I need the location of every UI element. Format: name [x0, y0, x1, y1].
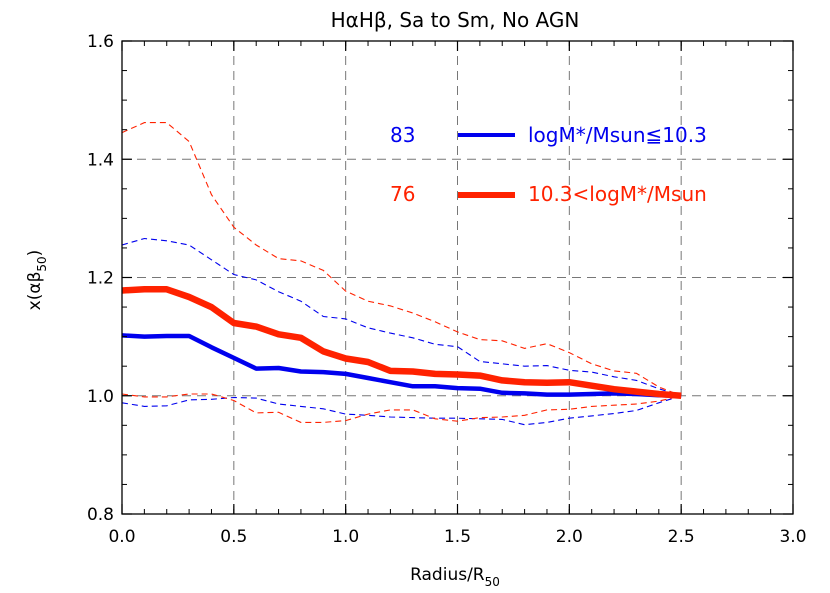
y-tick-label: 1.4	[87, 150, 114, 170]
series-low-mass-lower-line	[121, 395, 682, 426]
x-axis-label-main: Radius/R	[410, 565, 485, 585]
series-high-mass	[121, 122, 682, 423]
y-tick-label: 1.2	[87, 269, 114, 289]
legend-entry-high-mass: 76 10.3<logM*/Msun	[390, 182, 707, 206]
series-low-mass	[121, 237, 682, 426]
legend-entry-low-mass: 83 logM*/Msun≦10.3	[390, 123, 707, 147]
chart-title: HαHβ, Sa to Sm, No AGN	[331, 8, 580, 32]
series-low-mass-upper-line	[121, 237, 682, 397]
y-tick-label: 0.8	[87, 505, 114, 525]
legend-count-low-mass: 83	[390, 123, 415, 147]
x-tick-label: 2.5	[668, 527, 695, 547]
y-axis-label-main: x(αβ	[25, 272, 45, 311]
x-tick-label: 0.0	[108, 527, 135, 547]
x-tick-label: 2.0	[556, 527, 583, 547]
y-axis-label-close: )	[25, 250, 45, 257]
x-tick-label: 3.0	[779, 527, 806, 547]
series-high-mass-median-line	[121, 286, 682, 400]
grid	[122, 41, 793, 514]
x-tick-label: 0.5	[220, 527, 247, 547]
series-high-mass-lower-line	[121, 393, 682, 423]
y-tick-label: 1.6	[87, 32, 114, 52]
y-tick-label: 1.0	[87, 387, 114, 407]
series-low-mass-median-line	[121, 333, 682, 399]
legend: 83 logM*/Msun≦10.3 76 10.3<logM*/Msun	[390, 123, 707, 206]
y-axis-label-subscript: 50	[35, 256, 49, 271]
x-axis-label-subscript: 50	[485, 575, 500, 589]
axis-ticks	[121, 40, 794, 515]
y-axis-label: x(αβ50)	[25, 250, 49, 311]
legend-count-high-mass: 76	[390, 182, 415, 206]
y-tick-labels: 0.8 1.0 1.2 1.4 1.6	[87, 32, 114, 525]
series-layer	[121, 122, 682, 426]
x-tick-label: 1.5	[444, 527, 471, 547]
legend-label-high-mass: 10.3<logM*/Msun	[528, 182, 707, 206]
x-tick-labels: 0.0 0.5 1.0 1.5 2.0 2.5 3.0	[108, 527, 806, 547]
x-tick-label: 1.0	[332, 527, 359, 547]
series-high-mass-upper-line	[121, 122, 682, 397]
x-axis-label: Radius/R50	[410, 565, 500, 589]
legend-label-low-mass: logM*/Msun≦10.3	[528, 123, 707, 147]
